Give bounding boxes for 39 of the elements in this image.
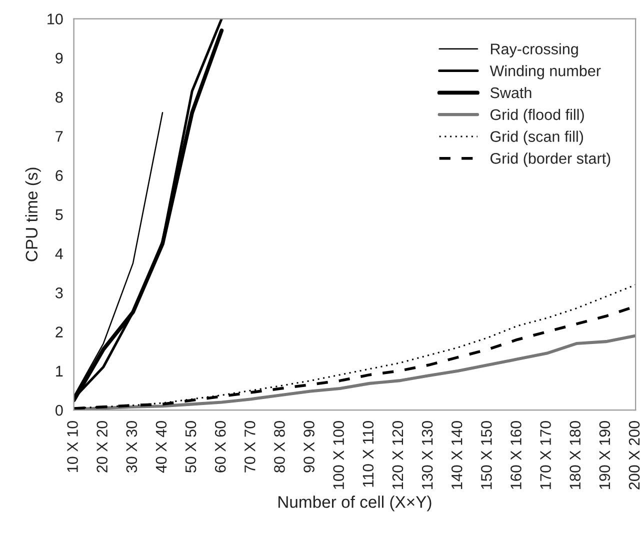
y-tick-label: 5 [56, 209, 63, 220]
x-tick-label: 180 X 180 [570, 421, 581, 489]
x-tick-label: 150 X 150 [481, 421, 492, 489]
y-axis-title: CPU time (s) [25, 168, 41, 262]
y-tick-label: 10 [48, 14, 63, 24]
x-tick-label: 90 X 90 [304, 421, 314, 472]
x-tick-label: 30 X 30 [126, 421, 138, 473]
y-tick-label: 6 [56, 170, 63, 181]
x-tick-label: 140 X 140 [451, 421, 462, 489]
x-tick-label: 80 X 80 [274, 421, 285, 472]
legend-label: Grid (scan fill) [490, 130, 584, 145]
x-tick-label: 60 X 60 [214, 421, 226, 472]
y-tick-label: 4 [55, 248, 63, 260]
y-tick-label: 9 [56, 52, 63, 64]
y-tick-label: 1 [56, 366, 63, 376]
x-tick-label: 50 X 50 [185, 421, 196, 473]
x-tick-label: 160 X 160 [510, 421, 522, 489]
y-tick-label: 0 [56, 404, 63, 416]
x-axis-title: Number of cell (X×Y) [278, 496, 432, 512]
x-tick-label: 200 X 200 [628, 421, 640, 490]
x-tick-label: 120 X 120 [392, 421, 404, 489]
legend-label: Swath [490, 86, 532, 98]
x-tick-label: 20 X 20 [96, 421, 108, 472]
y-tick-label: 8 [56, 92, 63, 103]
legend-label: Grid (border start) [490, 152, 610, 167]
x-tick-label: 170 X 170 [540, 421, 551, 489]
x-tick-label: 190 X 190 [599, 421, 610, 489]
legend-label: Ray-crossing [490, 43, 578, 58]
x-tick-label: 70 X 70 [244, 421, 256, 472]
y-tick-label: 7 [56, 131, 63, 142]
x-tick-label: 130 X 130 [422, 421, 433, 489]
x-tick-label: 110 X 110 [362, 421, 374, 487]
legend-label: Grid (flood fill) [490, 108, 584, 124]
legend-label: Winding number [490, 65, 601, 80]
y-tick-label: 3 [56, 288, 63, 298]
x-tick-label: 100 X 100 [333, 421, 344, 489]
x-tick-label: 10 X 10 [67, 421, 78, 472]
y-tick-label: 2 [56, 326, 63, 338]
x-tick-label: 40 X 40 [156, 421, 167, 473]
